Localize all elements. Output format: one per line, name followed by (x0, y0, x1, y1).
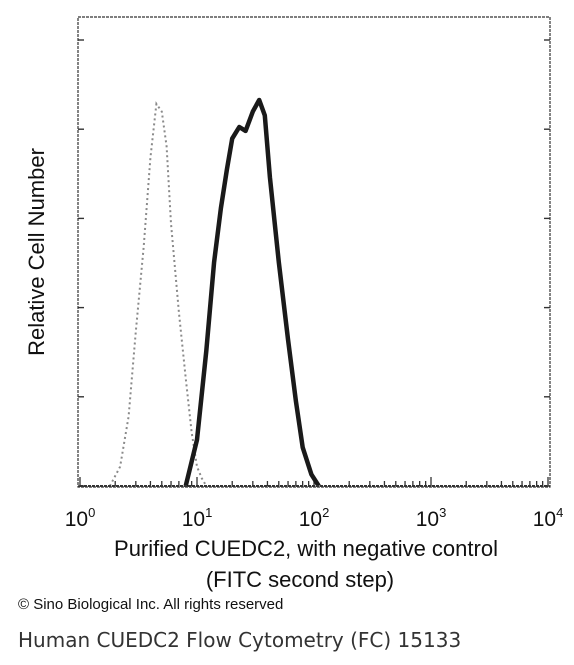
copyright-notice: © Sino Biological Inc. All rights reserv… (18, 596, 284, 613)
x-tick-labels: 100 101 102 103 104 (65, 505, 564, 531)
negative-control-histogram (109, 101, 208, 487)
x-tick-label: 100 (65, 505, 96, 531)
plot-frame (77, 16, 551, 488)
cuedc2-histogram (183, 97, 321, 488)
x-axis-label-line2: (FITC second step) (206, 567, 394, 592)
x-tick-label: 101 (182, 505, 213, 531)
x-tick-label: 102 (299, 505, 330, 531)
flow-cytometry-chart: 100 101 102 103 104 Relative Cell Number Pur… (24, 16, 564, 592)
x-axis-label-line1: Purified CUEDC2, with negative control (114, 536, 498, 561)
histogram-series (80, 97, 548, 488)
x-tick-label: 103 (416, 505, 447, 531)
y-axis-label: Relative Cell Number (24, 148, 49, 356)
y-tick-marks (78, 39, 550, 487)
x-tick-label: 104 (533, 505, 564, 531)
figure-caption: Human CUEDC2 Flow Cytometry (FC) 15133 (18, 628, 462, 652)
